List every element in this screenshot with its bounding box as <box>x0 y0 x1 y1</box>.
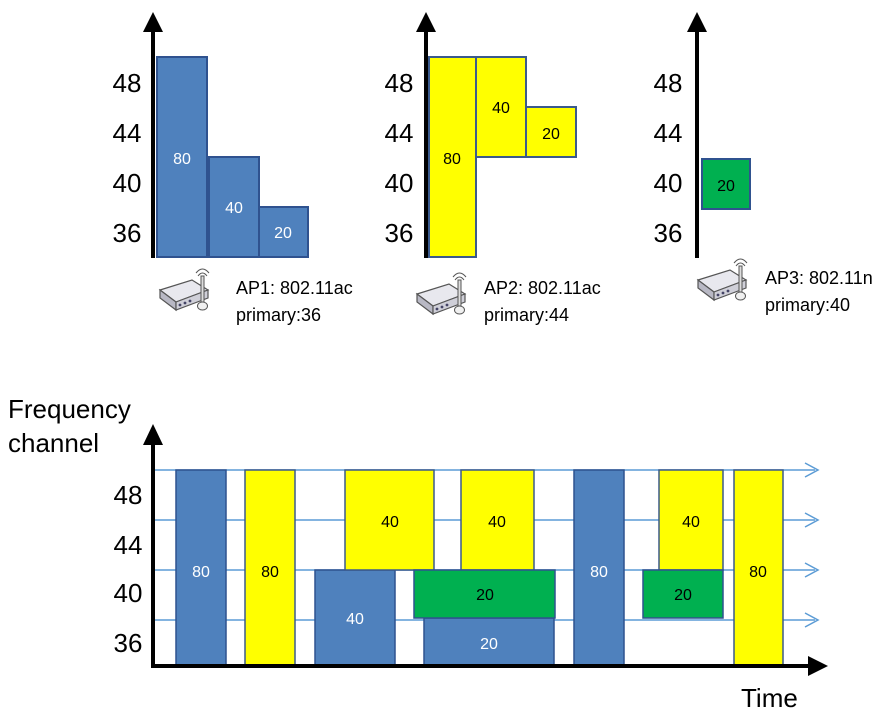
ap3-channel-48: 48 <box>654 68 683 98</box>
ap2-channel-40: 40 <box>385 168 414 198</box>
ap1-channel-44: 44 <box>113 118 142 148</box>
channel-line-2-arrow <box>804 512 820 528</box>
channel-line-top-arrow <box>804 462 820 478</box>
block-ap1-20 <box>423 617 555 667</box>
block-ap3-20-b <box>642 569 724 619</box>
channel-line-3-arrow <box>804 562 820 578</box>
bottom-channel-48: 48 <box>114 480 143 510</box>
bottom-channel-44: 44 <box>114 530 143 560</box>
ap1-bar-80-label: 80 <box>173 151 191 168</box>
bottom-channel-36: 36 <box>114 628 143 658</box>
ap2-bar-80-label: 80 <box>443 151 461 168</box>
block-ap2-80-a-label: 80 <box>261 564 279 581</box>
block-ap1-40 <box>314 569 396 667</box>
ap1-primary: primary:36 <box>236 305 321 325</box>
block-ap1-80-b-label: 80 <box>590 564 608 581</box>
block-ap2-80-b <box>733 469 784 667</box>
y-axis-title-line1: Frequency <box>8 394 131 424</box>
ap3-y-axis-arrowhead <box>687 12 707 32</box>
ap2-bar-20 <box>525 106 577 158</box>
ap3-group: 48 44 40 36 20 AP3: 802.11n primary:40 <box>654 12 873 315</box>
ap1-bar-40-label: 40 <box>225 200 243 217</box>
wireless-router-icon <box>415 272 467 316</box>
ap2-channel-36: 36 <box>385 218 414 248</box>
ap3-channel-36: 36 <box>654 218 683 248</box>
block-ap3-20-b-label: 20 <box>674 587 692 604</box>
ap2-y-axis-arrowhead <box>416 12 436 32</box>
ap1-bar-20-label: 20 <box>274 225 292 242</box>
wireless-router-icon <box>158 268 210 312</box>
ap3-channel-44: 44 <box>654 118 683 148</box>
ap1-bar-40 <box>208 156 260 258</box>
block-ap1-80-a-label: 80 <box>192 564 210 581</box>
ap1-group: 48 44 40 36 80 40 20 AP1: 802.11ac <box>113 12 353 325</box>
block-ap3-20-a <box>413 569 556 619</box>
ap2-bar-40-label: 40 <box>492 100 510 117</box>
ap2-channel-48: 48 <box>385 68 414 98</box>
block-ap1-80-b <box>573 469 625 667</box>
block-ap2-40-b <box>460 469 535 571</box>
ap1-channel-48: 48 <box>113 68 142 98</box>
top-panel: 48 44 40 36 80 40 20 AP1: 802.11ac <box>113 12 873 325</box>
block-ap2-40-a <box>344 469 435 571</box>
ap2-primary: primary:44 <box>484 305 569 325</box>
ap2-channel-44: 44 <box>385 118 414 148</box>
block-ap3-20-a-label: 20 <box>476 587 494 604</box>
ap2-bar-20-label: 20 <box>542 126 560 143</box>
ap3-channel-40: 40 <box>654 168 683 198</box>
bottom-y-axis-arrowhead <box>143 424 163 445</box>
channel-line-4-arrow <box>804 612 820 628</box>
block-ap2-80-a <box>244 469 296 667</box>
y-axis-title-line2: channel <box>8 428 99 458</box>
block-ap2-80-b-label: 80 <box>749 564 767 581</box>
ap2-group: 48 44 40 36 80 40 20 AP2: 802.11ac prima… <box>385 12 601 325</box>
x-axis-title: Time <box>741 683 798 713</box>
ap1-bar-20 <box>258 206 309 258</box>
ap3-name: AP3: 802.11n <box>765 268 873 288</box>
wireless-router-icon <box>696 258 748 302</box>
block-ap1-80-a <box>175 469 227 667</box>
ap1-channel-36: 36 <box>113 218 142 248</box>
ap1-bar-80 <box>156 56 208 258</box>
block-ap2-40-b-label: 40 <box>488 514 506 531</box>
block-ap1-40-label: 40 <box>346 611 364 628</box>
bottom-x-axis-arrowhead <box>808 656 828 676</box>
ap1-channel-40: 40 <box>113 168 142 198</box>
block-ap2-40-a-label: 40 <box>381 514 399 531</box>
bottom-channel-40: 40 <box>114 578 143 608</box>
ap1-y-axis-arrowhead <box>143 12 163 32</box>
ap2-bar-80 <box>428 56 477 258</box>
ap3-bar-20-label: 20 <box>717 178 735 195</box>
ap3-bar-20 <box>701 158 751 210</box>
bottom-panel: Frequency channel 48 44 40 36 80 80 40 4… <box>8 394 828 713</box>
ap3-primary: primary:40 <box>765 295 850 315</box>
ap2-name: AP2: 802.11ac <box>484 278 601 298</box>
block-ap2-40-c-label: 40 <box>682 514 700 531</box>
block-ap1-20-label: 20 <box>480 636 498 653</box>
ap1-name: AP1: 802.11ac <box>236 278 353 298</box>
block-ap2-40-c <box>658 469 724 571</box>
